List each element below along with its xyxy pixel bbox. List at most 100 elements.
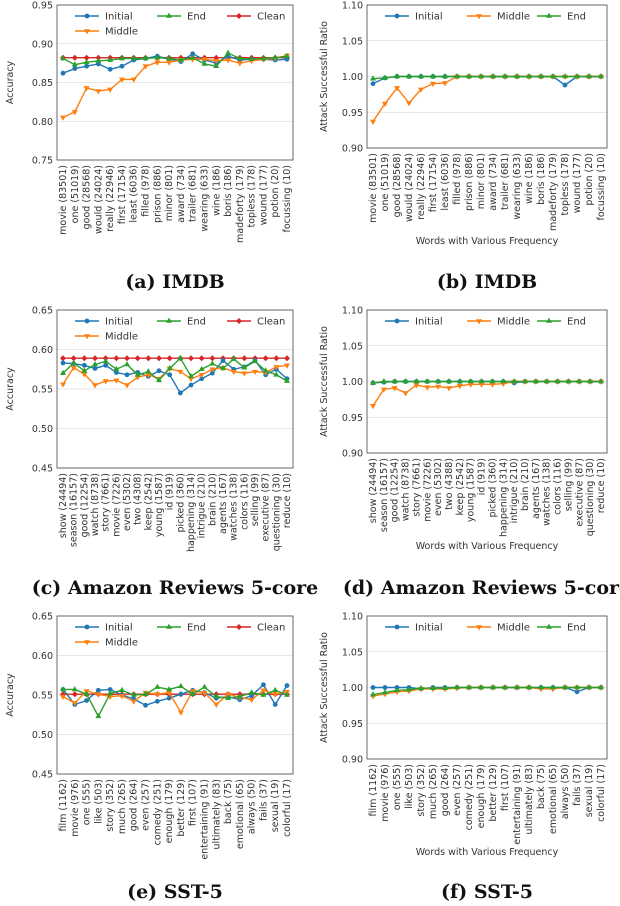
series-line-end xyxy=(372,380,601,384)
data-point xyxy=(442,73,448,79)
data-point xyxy=(95,89,102,95)
legend-marker xyxy=(166,12,172,18)
data-point xyxy=(84,63,89,69)
x-tick-label: agents (167) xyxy=(218,473,229,534)
data-point xyxy=(380,378,387,384)
y-tick-label: 0.90 xyxy=(342,755,363,766)
figure-caption: (f) SST-5 xyxy=(441,881,533,903)
legend-label: End xyxy=(567,317,586,328)
data-point xyxy=(435,378,442,384)
x-tick-label: prison (886) xyxy=(152,165,163,223)
x-tick-label: wine (186) xyxy=(524,153,535,204)
data-point xyxy=(213,62,220,69)
x-tick-label: colorful (17) xyxy=(282,779,293,837)
legend-marker xyxy=(166,623,172,629)
data-point xyxy=(154,60,161,66)
data-point xyxy=(107,687,113,692)
x-tick-label: focussing (10) xyxy=(282,165,293,233)
figure-caption: (a) IMDB xyxy=(125,271,224,293)
x-tick-label: madeforty (179) xyxy=(235,165,246,243)
legend-label: Clean xyxy=(257,317,285,328)
x-tick-label: even (5302) xyxy=(122,473,133,531)
data-point xyxy=(273,355,280,362)
legend-marker xyxy=(394,318,400,324)
data-point xyxy=(71,61,78,67)
x-tick-label: young (1587) xyxy=(154,473,165,537)
data-point xyxy=(113,365,120,372)
legend-label: Middle xyxy=(497,317,530,328)
data-point xyxy=(370,691,376,697)
data-point xyxy=(154,54,161,60)
data-point xyxy=(71,110,78,116)
data-point xyxy=(60,369,66,375)
data-point xyxy=(241,364,248,370)
x-tick-label: happening (314) xyxy=(186,473,197,552)
data-point xyxy=(166,686,173,692)
data-point xyxy=(70,355,77,362)
series-middle xyxy=(60,363,290,389)
data-point xyxy=(260,688,267,694)
y-tick-label: 1.05 xyxy=(342,647,363,658)
x-tick-label: id (919) xyxy=(165,473,176,510)
data-point xyxy=(130,691,137,697)
legend-marker xyxy=(84,334,90,340)
legend-marker xyxy=(394,13,400,19)
data-point xyxy=(260,691,267,697)
data-point xyxy=(456,383,463,390)
y-tick-label: 0.55 xyxy=(32,691,53,702)
data-point xyxy=(95,57,102,63)
x-tick-label: story (7661) xyxy=(411,458,422,517)
x-tick-label: sexual (19) xyxy=(270,779,281,832)
data-point xyxy=(478,73,484,79)
x-tick-label: colors (116) xyxy=(553,458,564,515)
data-point xyxy=(142,690,149,697)
legend-label: Middle xyxy=(497,623,530,634)
x-tick-label: first (107) xyxy=(188,779,199,826)
data-point xyxy=(92,361,98,367)
x-tick-label: would (24024) xyxy=(404,153,415,222)
x-tick-label: comedy (251) xyxy=(152,779,163,845)
figure-caption: (e) SST-5 xyxy=(127,881,223,903)
x-tick-label: least (6036) xyxy=(440,153,451,211)
series-initial xyxy=(60,51,290,76)
legend-marker xyxy=(546,623,552,629)
data-point xyxy=(424,378,431,384)
data-point xyxy=(370,75,376,81)
data-point xyxy=(60,694,66,700)
data-point xyxy=(134,355,141,362)
x-tick-label: madeforty (179) xyxy=(548,153,559,231)
data-point xyxy=(166,60,173,66)
series-end xyxy=(60,354,290,383)
y-tick-label: 0.90 xyxy=(342,449,363,460)
x-tick-label: movie (7226) xyxy=(422,458,433,522)
x-tick-label: emotional (65) xyxy=(548,764,559,834)
data-point xyxy=(178,691,184,697)
series-end xyxy=(370,684,604,697)
data-point xyxy=(199,376,205,382)
x-tick-label: sexual (19) xyxy=(584,764,595,817)
legend-label: Initial xyxy=(415,623,443,634)
x-tick-label: story (352) xyxy=(105,779,116,832)
x-tick-label: minor (801) xyxy=(476,153,487,209)
data-point xyxy=(145,368,152,374)
x-tick-label: least (6036) xyxy=(129,165,140,223)
data-point xyxy=(370,81,376,87)
data-point xyxy=(532,378,539,384)
x-tick-label: first (17154) xyxy=(117,165,128,224)
data-point xyxy=(209,360,216,366)
data-point xyxy=(188,376,194,383)
data-point xyxy=(435,384,442,390)
y-tick-label: 0.85 xyxy=(32,78,53,89)
data-point xyxy=(550,684,556,690)
data-point xyxy=(502,684,508,690)
data-point xyxy=(260,55,267,61)
series-middle xyxy=(60,53,290,121)
x-tick-label: first (17154) xyxy=(428,153,439,212)
x-tick-label: entertaining (91) xyxy=(199,779,210,860)
x-tick-label: one (51019) xyxy=(70,165,81,223)
data-point xyxy=(442,81,448,87)
x-tick-label: filled (978) xyxy=(141,165,152,217)
series-end xyxy=(370,378,604,385)
x-tick-label: ultimately (83) xyxy=(211,779,222,849)
